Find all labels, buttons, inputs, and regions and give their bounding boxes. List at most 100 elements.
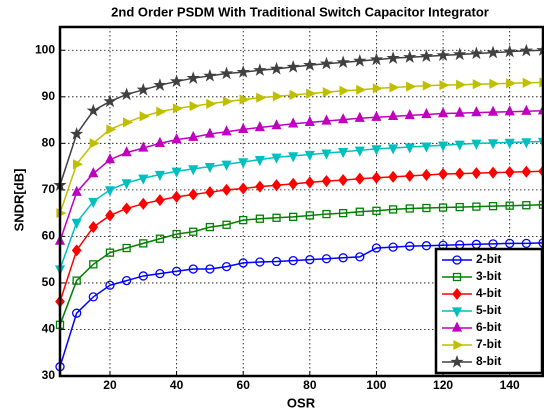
chart-title: 2nd Order PSDM With Traditional Switch C…	[111, 4, 489, 19]
marker	[138, 141, 149, 152]
marker	[121, 202, 132, 215]
marker	[286, 60, 300, 73]
marker	[521, 165, 532, 178]
marker	[372, 206, 381, 215]
plot-frame	[58, 25, 544, 378]
marker	[205, 222, 215, 232]
marker	[338, 174, 348, 187]
marker	[356, 84, 367, 95]
legend: 2-bit 3-bit 4-bit 5-bit 6-bit 7-bit 8-bit	[434, 247, 544, 375]
marker	[487, 139, 499, 150]
marker	[255, 180, 265, 193]
marker	[272, 213, 281, 222]
marker	[521, 138, 532, 149]
x-tick-label: 140	[500, 378, 520, 392]
marker	[504, 138, 515, 149]
y-tick-label: 90	[42, 89, 56, 103]
marker	[452, 272, 462, 282]
marker	[221, 125, 232, 136]
marker	[139, 239, 148, 248]
marker	[438, 141, 449, 152]
x-tick-label: 60	[237, 378, 251, 392]
marker	[188, 264, 198, 274]
marker	[89, 138, 100, 149]
marker	[155, 268, 165, 279]
marker	[204, 127, 215, 138]
marker	[371, 145, 382, 156]
marker	[454, 140, 465, 151]
marker	[169, 74, 184, 88]
marker	[86, 103, 100, 117]
x-tick-label: 20	[103, 378, 117, 392]
y-tick-label: 60	[42, 229, 56, 243]
marker	[172, 103, 184, 114]
marker	[206, 98, 217, 109]
marker	[389, 82, 400, 93]
marker	[338, 113, 349, 124]
marker	[469, 46, 484, 60]
marker	[154, 136, 165, 147]
marker	[88, 292, 98, 302]
marker	[254, 155, 265, 167]
marker	[204, 162, 215, 174]
marker	[269, 61, 284, 75]
marker	[155, 234, 165, 243]
marker	[371, 243, 382, 253]
marker	[119, 87, 134, 101]
y-axis-label: SNDR[dB]	[11, 169, 26, 232]
marker	[471, 167, 482, 180]
marker	[221, 160, 232, 171]
marker	[238, 122, 249, 134]
marker	[189, 101, 200, 112]
marker	[136, 82, 150, 96]
marker	[504, 105, 515, 116]
marker	[105, 280, 115, 290]
marker	[505, 201, 514, 210]
marker	[104, 153, 116, 164]
marker	[522, 77, 533, 88]
marker	[489, 78, 500, 89]
marker	[156, 106, 167, 117]
marker	[355, 252, 365, 262]
legend-label: 5-bit	[476, 303, 501, 317]
marker	[369, 52, 384, 66]
marker	[305, 211, 314, 220]
marker	[271, 119, 282, 130]
marker	[153, 78, 167, 91]
marker	[371, 171, 382, 184]
marker	[72, 308, 82, 318]
marker	[122, 117, 134, 128]
x-tick-label: 80	[303, 378, 317, 392]
legend-label: 7-bit	[476, 337, 501, 351]
marker	[236, 65, 250, 78]
marker	[451, 307, 463, 318]
y-tick-label: 30	[42, 368, 56, 382]
marker	[403, 50, 417, 63]
marker	[454, 106, 465, 117]
marker	[73, 159, 84, 170]
marker	[188, 130, 199, 141]
marker	[188, 165, 199, 176]
x-tick-label: 100	[366, 378, 386, 392]
marker	[321, 149, 332, 160]
marker	[421, 108, 432, 119]
marker	[171, 190, 182, 203]
marker	[439, 80, 450, 91]
marker	[221, 261, 232, 272]
marker	[221, 183, 232, 196]
marker	[138, 197, 149, 210]
marker	[521, 238, 531, 249]
marker	[304, 115, 315, 127]
marker	[321, 174, 332, 188]
marker	[421, 241, 432, 251]
marker	[171, 133, 182, 144]
series-line	[59, 204, 544, 326]
marker	[421, 142, 432, 153]
marker	[322, 209, 331, 219]
marker	[105, 248, 115, 257]
legend-label: 4-bit	[476, 286, 501, 300]
marker	[104, 186, 116, 197]
marker	[304, 176, 315, 189]
marker	[122, 243, 131, 253]
